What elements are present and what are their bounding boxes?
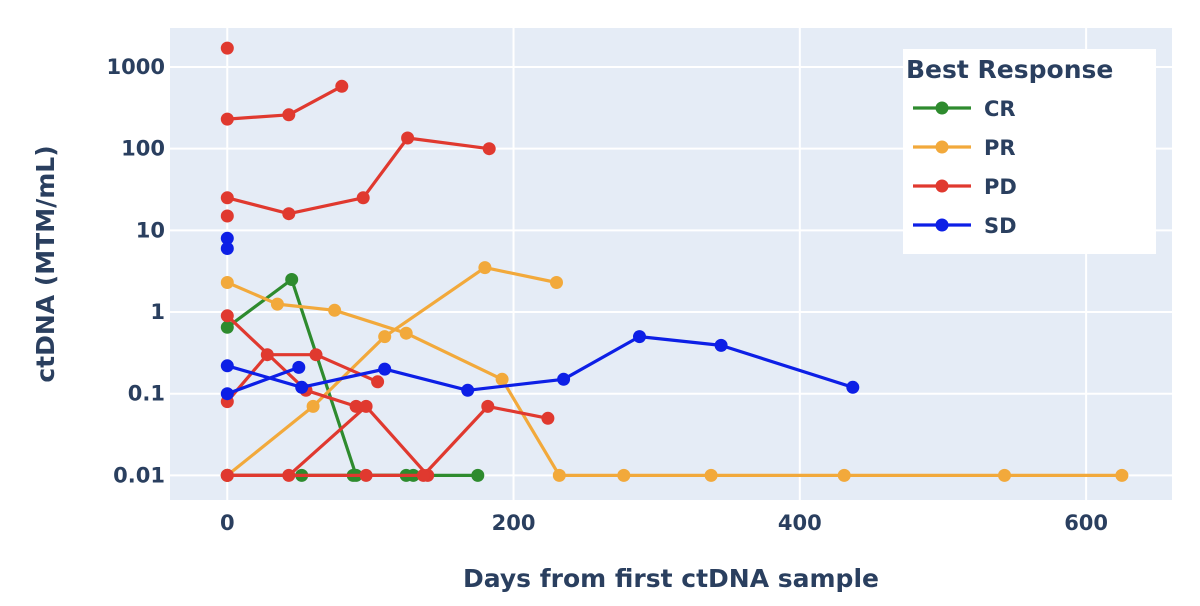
series-pd	[220, 41, 234, 55]
data-point	[550, 276, 563, 289]
legend-swatch-marker	[935, 218, 949, 232]
legend-item-pd[interactable]: PD	[913, 175, 1017, 199]
data-point	[282, 207, 296, 221]
data-point	[328, 303, 342, 317]
data-point	[837, 468, 851, 482]
y-axis-title: ctDNA (MTM/mL)	[31, 145, 60, 382]
data-point	[617, 468, 631, 482]
data-point	[295, 380, 309, 394]
legend-label: CR	[984, 97, 1016, 121]
x-tick-label: 400	[778, 511, 822, 535]
data-point	[220, 276, 234, 289]
legend: Best Response CR PR PD SD	[903, 49, 1156, 254]
data-point	[1115, 468, 1129, 482]
legend-swatch-marker	[935, 179, 949, 193]
series-pd	[220, 131, 496, 221]
data-point	[541, 411, 555, 425]
data-point	[292, 360, 306, 374]
data-point	[714, 338, 728, 352]
data-point	[378, 330, 392, 344]
data-point	[220, 41, 234, 55]
data-point	[335, 79, 349, 93]
y-tick-label: 1000	[107, 55, 165, 79]
legend-label: PD	[984, 175, 1017, 199]
data-point	[220, 320, 234, 334]
y-tick-label: 1	[150, 300, 165, 324]
legend-item-pr[interactable]: PR	[913, 136, 1016, 160]
data-point	[416, 468, 430, 482]
data-point	[220, 209, 234, 223]
legend-title: Best Response	[906, 55, 1113, 84]
data-point	[371, 375, 385, 389]
data-point	[461, 383, 475, 397]
series-line	[226, 335, 854, 392]
data-point	[704, 468, 718, 482]
data-point	[495, 372, 509, 386]
series-line	[226, 353, 379, 403]
legend-label: SD	[984, 214, 1017, 238]
data-point	[401, 131, 415, 145]
legend-item-sd[interactable]: SD	[913, 214, 1017, 238]
data-point	[359, 399, 373, 413]
legend-swatch-marker	[935, 101, 949, 115]
data-point	[309, 348, 323, 362]
data-point	[471, 468, 485, 482]
series-pd	[220, 209, 234, 223]
data-point	[359, 468, 373, 482]
y-tick-label: 100	[121, 137, 165, 161]
data-point	[220, 242, 234, 255]
data-point	[260, 348, 274, 362]
data-point	[270, 297, 284, 311]
series-pd	[220, 348, 385, 409]
legend-item-cr[interactable]: CR	[913, 97, 1016, 121]
data-point	[220, 387, 234, 401]
y-tick-label: 0.1	[128, 382, 165, 406]
series-sd	[220, 242, 234, 255]
data-point	[220, 309, 234, 323]
data-point	[220, 359, 234, 373]
y-tick-labels: 0.01 0.1 1 10 100 1000	[107, 55, 165, 487]
legend-swatch-marker	[935, 140, 949, 154]
data-point	[998, 468, 1011, 482]
series-sd	[220, 231, 234, 245]
x-tick-label: 200	[492, 511, 536, 535]
y-tick-label: 0.01	[113, 463, 165, 487]
data-point	[552, 468, 566, 482]
x-tick-labels: 0 200 400 600	[220, 511, 1108, 535]
data-point	[557, 372, 571, 386]
x-tick-label: 600	[1064, 511, 1108, 535]
series-pd	[220, 399, 555, 482]
x-axis-title: Days from first ctDNA sample	[463, 564, 879, 593]
legend-items: CR PR PD SD	[913, 97, 1017, 238]
data-point	[220, 231, 234, 245]
data-point	[220, 191, 234, 205]
y-tick-label: 10	[136, 218, 165, 242]
data-point	[220, 468, 234, 482]
series-line	[226, 365, 300, 396]
data-point	[846, 380, 860, 394]
data-point	[478, 261, 492, 275]
series-pr	[220, 276, 1129, 482]
data-point	[399, 326, 413, 340]
data-point	[356, 191, 370, 205]
data-point	[285, 273, 299, 286]
series-group	[220, 41, 1129, 482]
data-point	[633, 330, 646, 344]
series-pd	[220, 79, 349, 126]
data-point	[482, 142, 496, 156]
series-sd	[220, 330, 860, 397]
data-point	[481, 399, 495, 413]
series-sd	[220, 360, 306, 401]
legend-label: PR	[984, 136, 1016, 160]
data-point	[306, 399, 320, 413]
x-tick-label: 0	[220, 511, 235, 535]
data-point	[282, 108, 296, 122]
data-point	[220, 112, 234, 126]
data-point	[378, 362, 392, 376]
data-point	[349, 399, 363, 413]
